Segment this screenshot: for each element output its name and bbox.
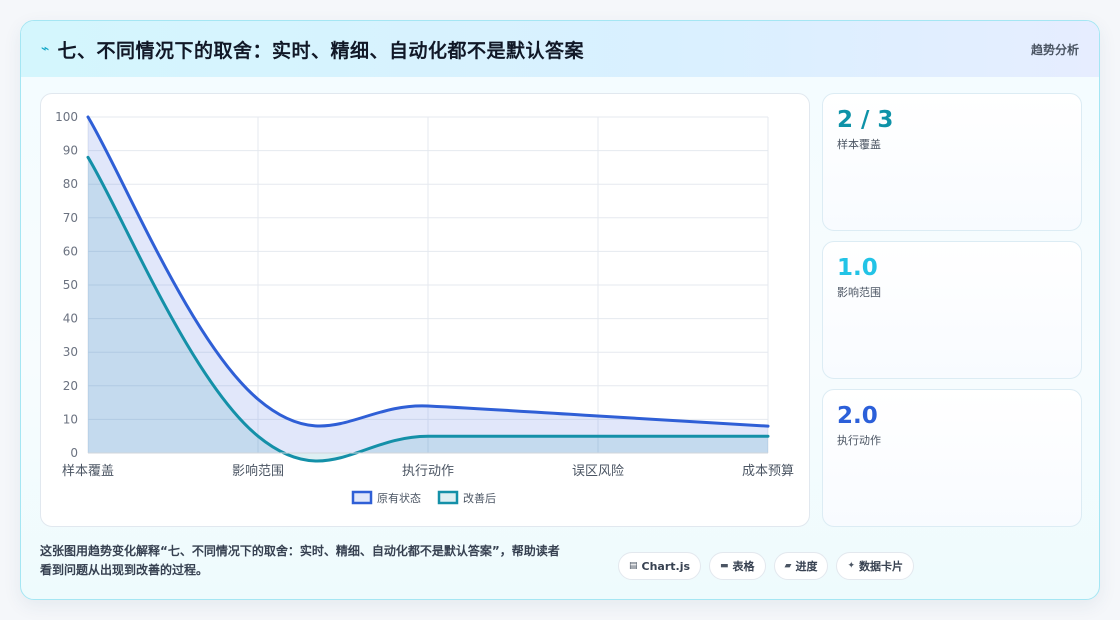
series-line-1 [86,155,770,463]
legend-swatch [437,490,459,505]
y-tick-label: 70 [63,211,78,225]
y-tick-label: 30 [63,345,78,359]
legend-swatch [351,490,373,505]
y-tick-label: 60 [63,244,78,258]
sparkle-icon: ✦ [847,561,856,571]
series-line-0 [86,115,770,428]
trend-card: ⌁ 七、不同情况下的取舍：实时、精细、自动化都不是默认答案 趋势分析 0 10 20… [20,20,1100,600]
chart-description: 这张图用趋势变化解释“七、不同情况下的取舍：实时、精细、自动化都不是默认答案”，… [40,542,610,580]
page-title: 七、不同情况下的取舍：实时、精细、自动化都不是默认答案 [57,39,584,62]
y-tick-label: 40 [63,312,78,326]
stat-card-action: 2.0 执行动作 [822,389,1082,527]
stat-value: 2.0 [837,403,878,429]
x-tick-label: 成本预算 [742,464,794,479]
stat-label: 样本覆盖 [837,138,881,151]
x-tick-label: 误区风险 [572,464,624,479]
legend-label: 原有状态 [377,491,421,505]
series-area-0 [88,117,768,453]
y-tick-label: 20 [63,379,78,393]
stat-label: 影响范围 [837,286,881,299]
trend-chart: 0 10 20 30 40 50 60 70 80 90 100 样本覆盖 影响范围 执行动作 误区风险 成本… [55,110,794,505]
chip-progress[interactable]: ▰ 进度 [773,552,829,580]
table-icon: ▬ [720,561,729,571]
chip-data-card[interactable]: ✦ 数据卡片 [836,552,915,580]
stat-value: 1.0 [837,255,878,281]
chart-icon: ▤ [629,561,638,571]
chip-label: Chart.js [641,559,691,573]
x-tick-label: 影响范围 [232,463,284,479]
y-tick-label: 10 [63,412,78,426]
x-tick-label: 样本覆盖 [62,464,114,479]
chart-panel: 0 10 20 30 40 50 60 70 80 90 100 样本覆盖 影响范围 执行动作 误区风险 成本… [40,93,810,527]
series-area-1 [88,157,768,461]
chip-group: ▤ Chart.js ▬ 表格 ▰ 进度 ✦ 数据卡片 [618,552,915,580]
trend-analysis-tag[interactable]: 趋势分析 [1030,42,1079,57]
stat-label: 执行动作 [837,434,881,447]
y-tick-label: 100 [55,110,78,124]
lightning-icon: ⌁ [41,41,50,57]
chip-label: 进度 [795,560,818,573]
y-tick-label: 90 [63,144,78,158]
chip-label: 数据卡片 [859,560,904,573]
progress-icon: ▰ [784,561,792,571]
y-tick-label: 50 [63,278,78,292]
description-line: 看到问题从出现到改善的过程。 [40,563,209,577]
y-tick-label: 0 [70,446,78,460]
stat-card-impact-scope: 1.0 影响范围 [822,241,1082,379]
card-header: ⌁ 七、不同情况下的取舍：实时、精细、自动化都不是默认答案 趋势分析 [21,21,1099,77]
y-tick-label: 80 [63,177,78,191]
stat-value: 2 / 3 [837,107,894,133]
chip-chartjs[interactable]: ▤ Chart.js [618,552,702,580]
x-tick-label: 执行动作 [402,464,454,479]
legend-label: 改善后 [463,491,496,505]
chip-table[interactable]: ▬ 表格 [709,552,766,580]
chip-label: 表格 [732,560,755,573]
description-line: 这张图用趋势变化解释“七、不同情况下的取舍：实时、精细、自动化都不是默认答案”，… [40,544,560,558]
stat-card-sample-coverage: 2 / 3 样本覆盖 [822,93,1082,231]
